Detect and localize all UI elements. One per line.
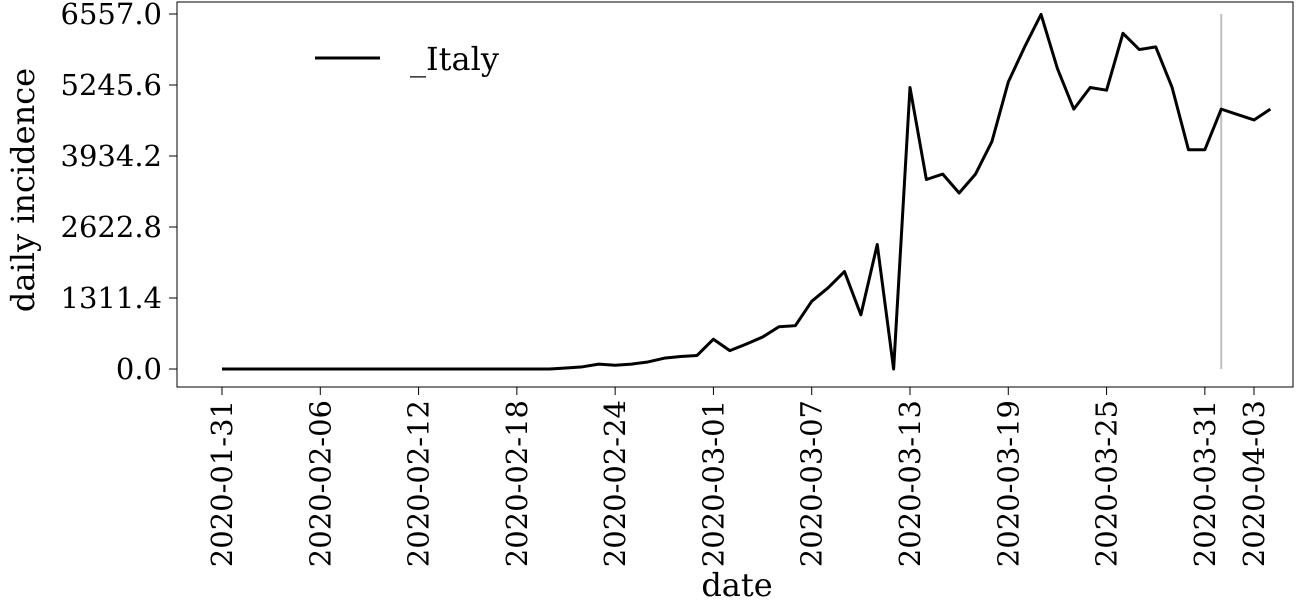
y-tick-label: 0.0 — [116, 352, 162, 386]
x-tick-label: 2020-03-01 — [696, 400, 730, 567]
x-tick-label: 2020-03-31 — [1188, 400, 1222, 567]
y-axis: 0.0 1311.4 2622.8 3934.2 5245.6 6557.0 — [61, 0, 178, 386]
x-tick-label: 2020-03-19 — [991, 400, 1025, 567]
plot-marks — [222, 12, 1272, 371]
x-tick-label: 2020-03-25 — [1090, 400, 1124, 567]
series-line-italy — [222, 12, 1272, 371]
x-tick-label: 2020-01-31 — [205, 400, 239, 567]
x-tick-label: 2020-02-18 — [500, 400, 534, 567]
x-tick-label: 2020-04-03 — [1237, 400, 1271, 567]
x-tick-label: 2020-03-13 — [893, 400, 927, 567]
x-tick-label: 2020-03-07 — [795, 400, 829, 567]
y-tick-label: 1311.4 — [61, 281, 162, 315]
y-tick-label: 6557.0 — [61, 0, 162, 31]
x-axis: 2020-01-31 2020-02-06 2020-02-12 2020-02-18… — [205, 386, 1271, 567]
y-tick-label: 3934.2 — [61, 139, 162, 173]
x-axis-title: date — [701, 566, 772, 600]
legend-label: _Italy — [410, 40, 499, 78]
x-tick-label: 2020-02-12 — [402, 400, 436, 567]
y-tick-label: 2622.8 — [61, 210, 162, 244]
legend: _Italy — [315, 40, 499, 78]
x-tick-label: 2020-02-06 — [303, 400, 337, 567]
y-axis-title: daily incidence — [4, 68, 42, 312]
plot-frame — [176, 1, 1294, 388]
x-tick-label: 2020-02-24 — [598, 400, 632, 567]
y-tick-label: 5245.6 — [61, 68, 162, 102]
